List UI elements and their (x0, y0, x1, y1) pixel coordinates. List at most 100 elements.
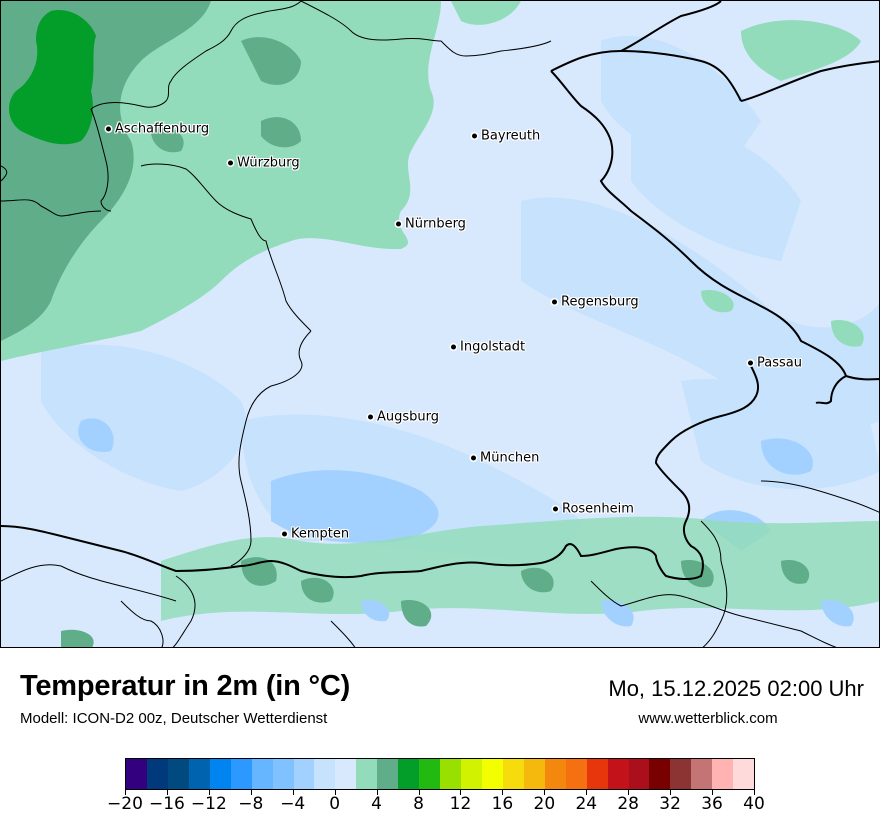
city-dot-icon (228, 160, 233, 166)
colorbar-segment (649, 759, 671, 789)
city-label: Nürnberg (405, 216, 466, 232)
city-nuernberg: Nürnberg (396, 217, 466, 232)
city-regensburg: Regensburg (552, 295, 639, 310)
colorbar-tick (334, 790, 336, 795)
colorbar-tick (754, 790, 755, 795)
colorbar-tick-label: −12 (190, 794, 227, 814)
colorbar-tick (376, 790, 378, 795)
city-label: Kempten (291, 526, 350, 542)
colorbar-segment (461, 759, 482, 789)
colorbar-tick-label: 12 (449, 794, 472, 814)
colorbar-segment (126, 759, 147, 789)
colorbar-segment (146, 759, 168, 789)
colorbar-segment (272, 759, 294, 789)
colorbar-tick (712, 790, 714, 795)
colorbar-segment (733, 759, 755, 789)
colorbar-segment (544, 759, 566, 789)
colorbar-tick (460, 790, 462, 795)
colorbar-segment (586, 759, 608, 789)
colorbar-segment (377, 759, 399, 789)
colorbar-segment (712, 759, 734, 789)
colorbar-tick-label: 20 (533, 794, 556, 814)
city-label: Würzburg (237, 155, 300, 171)
colorbar-tick (125, 790, 126, 795)
city-label: Passau (757, 355, 802, 371)
colorbar-tick (250, 790, 252, 795)
temperature-colorbar (125, 758, 755, 790)
colorbar-segment (628, 759, 650, 789)
colorbar-segment (440, 759, 461, 789)
colorbar-tick-label: 36 (701, 794, 723, 814)
city-dot-icon (396, 221, 401, 227)
city-label: Augsburg (377, 409, 440, 425)
country-borders (1, 1, 879, 580)
colorbar-segment (356, 759, 378, 789)
colorbar-tick-label: 32 (659, 794, 681, 814)
colorbar-tick-label: 4 (371, 794, 383, 814)
city-dot-icon (282, 531, 287, 537)
city-bayreuth: Bayreuth (472, 129, 540, 144)
colorbar-tick-label: 16 (491, 794, 514, 814)
colorbar-segment (167, 759, 189, 789)
city-dot-icon (553, 506, 558, 512)
colorbar-tick-label: 24 (575, 794, 598, 814)
city-muenchen: München (471, 451, 539, 466)
warm-core (9, 10, 96, 145)
colorbar-segment (209, 759, 231, 789)
colorbar-tick (670, 790, 672, 795)
city-label: München (480, 450, 540, 466)
colorbar-tick-label: −20 (107, 794, 143, 814)
colorbar-segment (335, 759, 357, 789)
city-dot-icon (106, 126, 111, 132)
colorbar-segment (314, 759, 336, 789)
city-label: Bayreuth (481, 128, 541, 144)
colorbar-segment (230, 759, 252, 789)
colorbar-tick (544, 790, 546, 795)
state-borders (1, 1, 879, 647)
map-canvas (1, 1, 879, 647)
colorbar-tick-label: −8 (238, 794, 264, 814)
colorbar-segment (188, 759, 210, 789)
website-link[interactable]: www.wetterblick.com (638, 710, 778, 727)
colorbar-segment (419, 759, 441, 789)
colorbar-tick-label: −4 (280, 794, 306, 814)
city-label: Regensburg (561, 294, 639, 310)
city-rosenheim: Rosenheim (553, 502, 634, 517)
colorbar-tick-label: 28 (617, 794, 640, 814)
alpine-band (161, 516, 879, 621)
colorbar-segment (251, 759, 273, 789)
city-dot-icon (748, 360, 753, 366)
colorbar-tick (628, 790, 630, 795)
city-aschaffenburg: Aschaffenburg (106, 122, 209, 137)
city-dot-icon (368, 414, 373, 420)
city-dot-icon (552, 299, 557, 305)
city-augsburg: Augsburg (368, 410, 439, 425)
city-dot-icon (451, 344, 456, 350)
colorbar-tick-label: 0 (329, 794, 341, 814)
colorbar-segment (523, 759, 545, 789)
colorbar-segment (398, 759, 420, 789)
colorbar-segment (607, 759, 629, 789)
colorbar-tick (166, 790, 168, 795)
colorbar-segment (293, 759, 315, 789)
colorbar-tick (208, 790, 210, 795)
colorbar-tick-label: 8 (413, 794, 424, 814)
model-source: Modell: ICON-D2 00z, Deutscher Wetterdie… (20, 710, 328, 727)
city-dot-icon (471, 455, 476, 461)
colorbar-segment (481, 759, 503, 789)
city-kempten: Kempten (282, 527, 349, 542)
city-wuerzburg: Würzburg (228, 156, 300, 171)
colorbar-segment (565, 759, 587, 789)
city-passau: Passau (748, 356, 802, 371)
colorbar-tick (418, 790, 420, 795)
colorbar-tick (586, 790, 588, 795)
city-label: Rosenheim (562, 501, 634, 517)
city-ingolstadt: Ingolstadt (451, 340, 525, 355)
city-label: Ingolstadt (460, 339, 526, 355)
temperature-map[interactable]: Aschaffenburg Würzburg Bayreuth Nürnberg… (0, 0, 880, 648)
colorbar-segment (502, 759, 524, 789)
colorbar-segment (670, 759, 692, 789)
valid-datetime: Mo, 15.12.2025 02:00 Uhr (608, 676, 864, 701)
map-title: Temperatur in 2m (in °C) (20, 670, 351, 702)
colorbar-tick (292, 790, 294, 795)
